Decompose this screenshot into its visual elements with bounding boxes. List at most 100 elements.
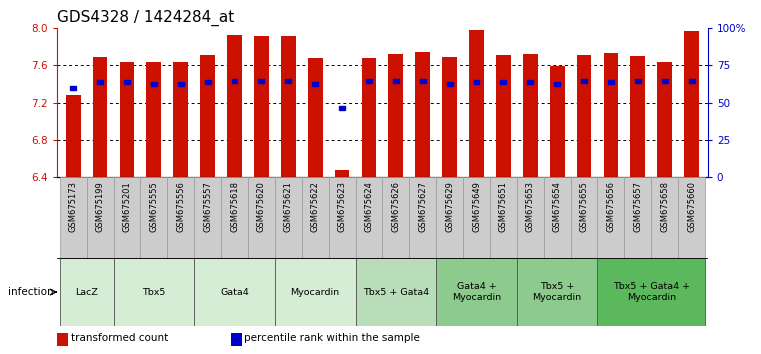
Text: GSM675649: GSM675649 — [472, 181, 481, 232]
Text: Tbx5 +
Myocardin: Tbx5 + Myocardin — [533, 282, 581, 302]
Bar — [442, 57, 457, 177]
Bar — [678, 177, 705, 258]
Bar — [275, 177, 302, 258]
Text: GSM675627: GSM675627 — [419, 181, 427, 232]
Bar — [151, 82, 157, 86]
Bar — [146, 62, 161, 177]
Bar — [409, 177, 436, 258]
Bar — [194, 258, 275, 326]
Text: GSM675623: GSM675623 — [338, 181, 346, 232]
Bar — [662, 79, 667, 83]
Bar — [496, 55, 511, 177]
Bar — [119, 62, 135, 177]
Bar — [254, 36, 269, 177]
Text: GSM675622: GSM675622 — [310, 181, 320, 232]
Text: GSM675556: GSM675556 — [177, 181, 185, 232]
Bar — [93, 57, 107, 177]
Bar — [205, 80, 211, 84]
Text: transformed count: transformed count — [71, 333, 168, 343]
Bar — [57, 333, 68, 346]
Bar — [651, 177, 678, 258]
Text: GSM675618: GSM675618 — [230, 181, 239, 232]
Bar — [597, 177, 624, 258]
Bar — [97, 80, 103, 84]
Text: Tbx5: Tbx5 — [142, 287, 166, 297]
Bar — [194, 177, 221, 258]
Bar — [382, 177, 409, 258]
Bar — [490, 177, 517, 258]
Bar — [549, 67, 565, 177]
Bar — [517, 177, 543, 258]
Text: percentile rank within the sample: percentile rank within the sample — [244, 333, 420, 343]
Bar — [339, 106, 345, 110]
Bar — [335, 171, 349, 177]
Text: GSM675653: GSM675653 — [526, 181, 535, 232]
Bar — [248, 177, 275, 258]
Bar — [658, 62, 672, 177]
Bar — [124, 80, 130, 84]
Text: GSM675656: GSM675656 — [607, 181, 616, 232]
Bar — [355, 258, 436, 326]
Bar — [275, 258, 355, 326]
Bar — [60, 258, 113, 326]
Bar — [221, 177, 248, 258]
Bar — [231, 333, 242, 346]
Bar — [469, 30, 484, 177]
Bar — [281, 36, 296, 177]
Bar — [608, 80, 614, 84]
Bar — [259, 79, 264, 83]
Text: GSM675629: GSM675629 — [445, 181, 454, 232]
Text: GSM675654: GSM675654 — [552, 181, 562, 232]
Bar — [543, 177, 571, 258]
Text: GSM675655: GSM675655 — [580, 181, 588, 232]
Bar — [366, 79, 372, 83]
Bar — [581, 79, 587, 83]
Text: GSM675199: GSM675199 — [96, 181, 104, 232]
Bar — [473, 80, 479, 84]
Bar — [87, 177, 113, 258]
Text: GSM675557: GSM675557 — [203, 181, 212, 232]
Text: GSM675657: GSM675657 — [633, 181, 642, 232]
Text: GSM675660: GSM675660 — [687, 181, 696, 232]
Bar — [178, 82, 183, 86]
Bar — [231, 79, 237, 83]
Bar — [60, 177, 87, 258]
Text: GSM675624: GSM675624 — [365, 181, 374, 232]
Bar — [285, 79, 291, 83]
Bar — [603, 53, 619, 177]
Text: GSM675626: GSM675626 — [391, 181, 400, 232]
Text: infection: infection — [8, 287, 53, 297]
Text: GSM675620: GSM675620 — [257, 181, 266, 232]
Bar — [361, 58, 377, 177]
Text: GSM675555: GSM675555 — [149, 181, 158, 232]
Bar — [113, 258, 194, 326]
Bar — [517, 258, 597, 326]
Bar — [167, 177, 194, 258]
Bar — [302, 177, 329, 258]
Text: Tbx5 + Gata4: Tbx5 + Gata4 — [363, 287, 429, 297]
Text: Myocardin: Myocardin — [291, 287, 339, 297]
Bar — [113, 177, 141, 258]
Text: LacZ: LacZ — [75, 287, 98, 297]
Bar — [527, 80, 533, 84]
Text: Tbx5 + Gata4 +
Myocardin: Tbx5 + Gata4 + Myocardin — [613, 282, 689, 302]
Bar — [329, 177, 355, 258]
Bar — [227, 35, 242, 177]
Text: GSM675621: GSM675621 — [284, 181, 293, 232]
Bar — [355, 177, 382, 258]
Bar — [635, 79, 641, 83]
Text: Gata4 +
Myocardin: Gata4 + Myocardin — [452, 282, 501, 302]
Bar — [684, 31, 699, 177]
Bar — [597, 258, 705, 326]
Bar — [388, 55, 403, 177]
Text: GSM675658: GSM675658 — [661, 181, 669, 232]
Bar — [312, 82, 318, 86]
Bar — [65, 95, 81, 177]
Bar — [624, 177, 651, 258]
Bar — [174, 62, 188, 177]
Bar — [436, 177, 463, 258]
Text: GSM675173: GSM675173 — [68, 181, 78, 232]
Bar — [501, 80, 506, 84]
Bar — [200, 55, 215, 177]
Bar — [577, 55, 591, 177]
